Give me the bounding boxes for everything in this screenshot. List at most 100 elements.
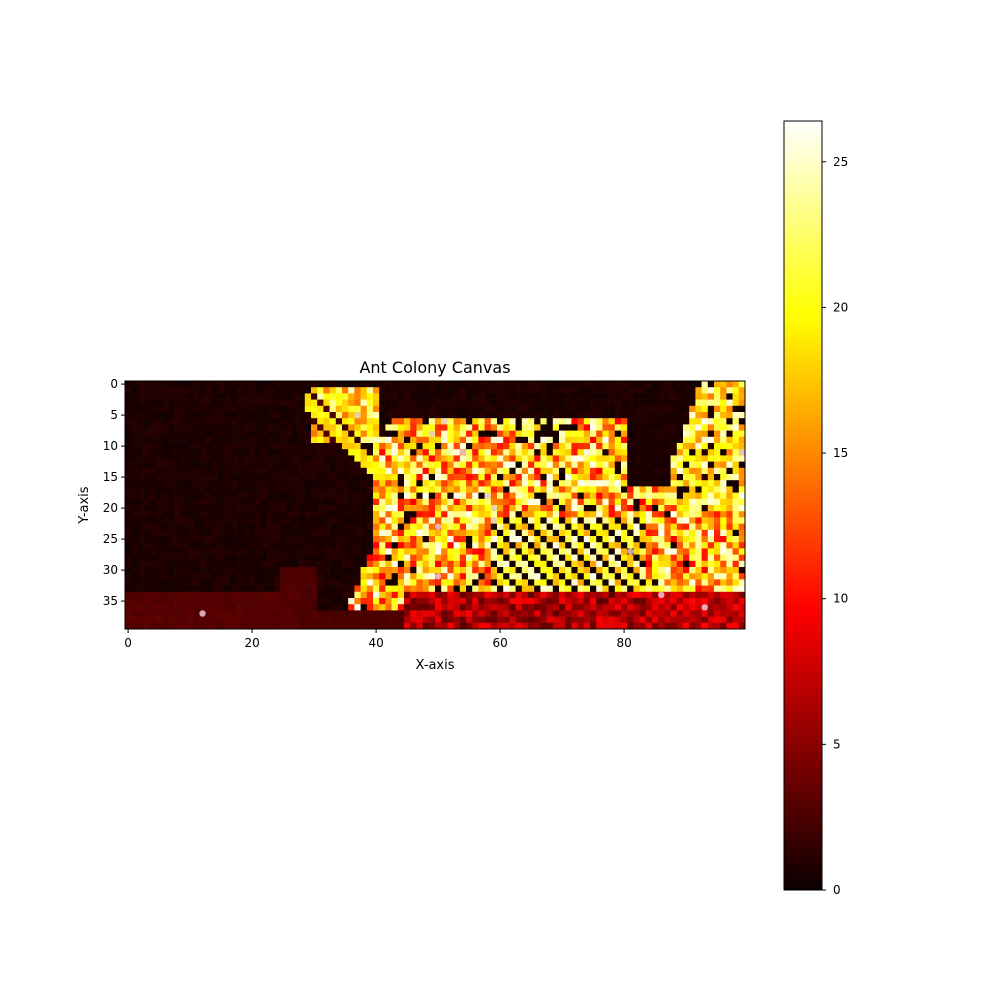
heatmap-cell	[503, 468, 510, 475]
heatmap-cell	[354, 536, 361, 543]
heatmap-cell	[702, 511, 709, 518]
heatmap-cell	[497, 592, 504, 599]
heatmap-cell	[528, 431, 535, 438]
heatmap-cell	[367, 412, 374, 419]
heatmap-cell	[423, 586, 430, 593]
heatmap-cell	[664, 505, 671, 512]
heatmap-cell	[398, 499, 405, 506]
heatmap-cell	[404, 610, 411, 617]
heatmap-cell	[435, 431, 442, 438]
heatmap-cell	[664, 586, 671, 593]
heatmap-cell	[621, 418, 628, 425]
heatmap-cell	[621, 579, 628, 586]
heatmap-cell	[708, 598, 715, 605]
heatmap-cell	[478, 610, 485, 617]
heatmap-cell	[249, 604, 256, 611]
heatmap-cell	[516, 468, 523, 475]
heatmap-cell	[733, 530, 740, 537]
heatmap-cell	[206, 592, 213, 599]
heatmap-cell	[212, 517, 219, 524]
heatmap-cell	[516, 449, 523, 456]
heatmap-cell	[268, 610, 275, 617]
heatmap-cell	[478, 468, 485, 475]
heatmap-cell	[621, 393, 628, 400]
heatmap-cell	[429, 592, 436, 599]
heatmap-cell	[441, 573, 448, 580]
heatmap-cell	[367, 480, 374, 487]
heatmap-cell	[460, 592, 467, 599]
heatmap-cell	[503, 536, 510, 543]
heatmap-cell	[137, 493, 144, 500]
heatmap-cell	[559, 623, 566, 630]
heatmap-cell	[385, 561, 392, 568]
heatmap-cell	[726, 437, 733, 444]
heatmap-cell	[714, 505, 721, 512]
heatmap-cell	[578, 486, 585, 493]
heatmap-cell	[497, 555, 504, 562]
heatmap-cell	[385, 592, 392, 599]
heatmap-cell	[478, 393, 485, 400]
heatmap-cell	[212, 381, 219, 388]
heatmap-cell	[292, 406, 299, 413]
heatmap-cell	[652, 418, 659, 425]
heatmap-cell	[323, 418, 330, 425]
heatmap-cell	[162, 493, 169, 500]
heatmap-cell	[373, 418, 380, 425]
heatmap-cell	[230, 617, 237, 624]
heatmap-cell	[168, 493, 175, 500]
heatmap-cell	[354, 579, 361, 586]
heatmap-cell	[559, 381, 566, 388]
heatmap-cell	[224, 462, 231, 469]
heatmap-cell	[652, 455, 659, 462]
heatmap-cell	[615, 480, 622, 487]
heatmap-cell	[429, 418, 436, 425]
heatmap-cell	[695, 387, 702, 394]
heatmap-cell	[584, 548, 591, 555]
ant-marker	[429, 431, 435, 437]
heatmap-cell	[627, 493, 634, 500]
heatmap-cell	[342, 443, 349, 450]
heatmap-cell	[131, 443, 138, 450]
heatmap-cell	[199, 567, 206, 574]
heatmap-cell	[646, 455, 653, 462]
heatmap-cell	[708, 592, 715, 599]
heatmap-cell	[243, 610, 250, 617]
heatmap-cell	[367, 561, 374, 568]
heatmap-cell	[584, 449, 591, 456]
heatmap-cell	[578, 617, 585, 624]
heatmap-cell	[156, 517, 163, 524]
heatmap-cell	[416, 462, 423, 469]
heatmap-cell	[342, 424, 349, 431]
heatmap-cell	[199, 517, 206, 524]
heatmap-cell	[596, 486, 603, 493]
heatmap-cell	[261, 555, 268, 562]
heatmap-cell	[733, 462, 740, 469]
heatmap-cells	[125, 381, 745, 629]
heatmap-cell	[131, 586, 138, 593]
heatmap-cell	[683, 387, 690, 394]
heatmap-cell	[398, 418, 405, 425]
heatmap-cell	[714, 431, 721, 438]
heatmap-cell	[280, 598, 287, 605]
heatmap-cell	[472, 579, 479, 586]
heatmap-cell	[454, 530, 461, 537]
heatmap-cell	[689, 400, 696, 407]
heatmap-cell	[733, 524, 740, 531]
heatmap-cell	[658, 443, 665, 450]
heatmap-cell	[441, 511, 448, 518]
heatmap-cell	[168, 418, 175, 425]
heatmap-cell	[137, 567, 144, 574]
heatmap-cell	[714, 424, 721, 431]
heatmap-cell	[652, 412, 659, 419]
heatmap-cell	[621, 443, 628, 450]
heatmap-cell	[162, 437, 169, 444]
heatmap-cell	[416, 505, 423, 512]
heatmap-cell	[472, 536, 479, 543]
heatmap-cell	[404, 400, 411, 407]
heatmap-cell	[677, 610, 684, 617]
heatmap-cell	[578, 505, 585, 512]
heatmap-cell	[522, 505, 529, 512]
heatmap-cell	[584, 623, 591, 630]
heatmap-cell	[460, 431, 467, 438]
heatmap-cell	[454, 493, 461, 500]
